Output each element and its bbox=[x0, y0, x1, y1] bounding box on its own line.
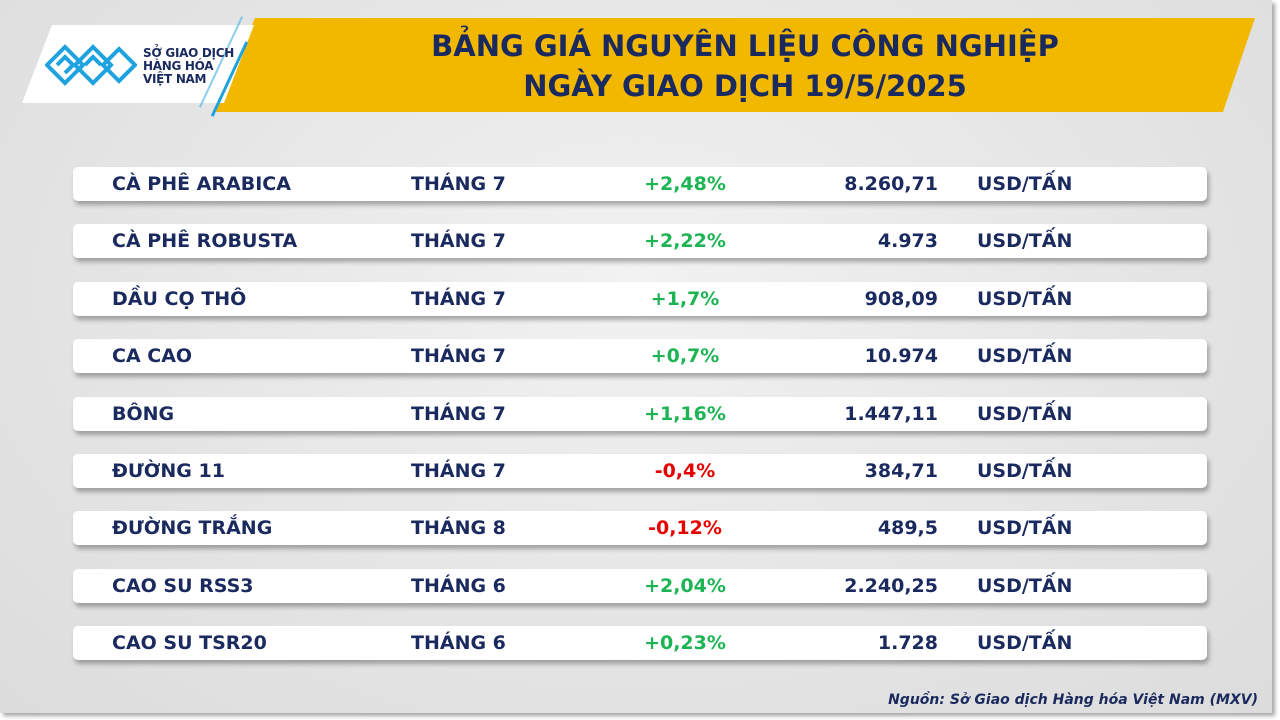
table-row: ĐƯỜNG TRẮNG THÁNG 8 -0,12% 489,5 USD/TẤN bbox=[73, 511, 1207, 546]
commodity-name: CÀ PHÊ ARABICA bbox=[112, 173, 291, 195]
source-note: Nguồn: Sở Giao dịch Hàng hóa Việt Nam (M… bbox=[888, 692, 1258, 708]
commodity-name: CÀ PHÊ ROBUSTA bbox=[112, 230, 298, 253]
table-row: DẦU CỌ THÔ THÁNG 7 +1,7% 908,09 USD/TẤN bbox=[73, 281, 1207, 316]
contract-month: THÁNG 6 bbox=[411, 632, 506, 655]
price-unit: USD/TẤN bbox=[977, 632, 1073, 655]
commodity-name: DẦU CỌ THÔ bbox=[112, 287, 247, 310]
table-row: CÀ PHÊ ROBUSTA THÁNG 7 +2,22% 4.973 USD/TẤN bbox=[73, 224, 1207, 259]
price-value: 2.240,25 bbox=[844, 574, 938, 597]
mxv-logo-icon bbox=[45, 44, 137, 86]
price-unit: USD/TẤN bbox=[977, 287, 1073, 310]
commodity-name: CA CAO bbox=[112, 345, 193, 368]
price-change: -0,12% bbox=[648, 517, 722, 540]
contract-month: THÁNG 7 bbox=[411, 345, 506, 368]
price-value: 489,5 bbox=[877, 517, 938, 540]
contract-month: THÁNG 7 bbox=[411, 460, 506, 482]
price-value: 8.260,71 bbox=[844, 173, 938, 195]
contract-month: THÁNG 7 bbox=[411, 173, 506, 195]
contract-month: THÁNG 7 bbox=[411, 287, 506, 310]
table-row: CAO SU RSS3 THÁNG 6 +2,04% 2.240,25 USD/TẤN bbox=[73, 568, 1207, 603]
title-line-2: NGÀY GIAO DỊCH 19/5/2025 bbox=[523, 69, 967, 103]
price-unit: USD/TẤN bbox=[977, 402, 1073, 425]
contract-month: THÁNG 6 bbox=[411, 574, 506, 597]
price-value: 1.728 bbox=[877, 632, 938, 655]
price-value: 384,71 bbox=[864, 460, 938, 482]
contract-month: THÁNG 7 bbox=[411, 230, 506, 253]
commodity-name: CAO SU RSS3 bbox=[112, 574, 254, 597]
table-row: CÀ PHÊ ARABICA THÁNG 7 +2,48% 8.260,71 USD/T… bbox=[73, 167, 1207, 201]
price-change: +2,22% bbox=[644, 230, 726, 253]
table-row: ĐƯỜNG 11 THÁNG 7 -0,4% 384,71 USD/TẤN bbox=[73, 454, 1207, 488]
price-change: +2,04% bbox=[644, 574, 726, 597]
title-line-1: BẢNG GIÁ NGUYÊN LIỆU CÔNG NGHIỆP bbox=[431, 29, 1059, 63]
table-row: CA CAO THÁNG 7 +0,7% 10.974 USD/TẤN bbox=[73, 339, 1207, 374]
price-value: 908,09 bbox=[864, 287, 938, 310]
logo-line: SỞ GIAO DỊCH bbox=[143, 46, 234, 60]
price-value: 10.974 bbox=[864, 345, 938, 368]
contract-month: THÁNG 7 bbox=[411, 402, 506, 425]
commodity-name: BÔNG bbox=[112, 402, 175, 425]
price-unit: USD/TẤN bbox=[977, 574, 1073, 597]
price-value: 4.973 bbox=[877, 230, 938, 253]
price-unit: USD/TẤN bbox=[977, 230, 1073, 253]
price-unit: USD/TẤN bbox=[977, 345, 1073, 368]
price-change: +0,23% bbox=[644, 632, 726, 655]
price-change: +0,7% bbox=[650, 345, 720, 368]
commodity-name: CAO SU TSR20 bbox=[112, 632, 267, 655]
logo-text: SỞ GIAO DỊCH HÀNG HÓA VIỆT NAM bbox=[143, 47, 234, 86]
price-change: -0,4% bbox=[654, 460, 716, 482]
page-title: BẢNG GIÁ NGUYÊN LIỆU CÔNG NGHIỆP NGÀY GI… bbox=[240, 26, 1250, 106]
commodity-name: ĐƯỜNG TRẮNG bbox=[112, 517, 273, 540]
logo-line: VIỆT NAM bbox=[143, 72, 207, 86]
contract-month: THÁNG 8 bbox=[411, 517, 506, 540]
header-banner bbox=[215, 18, 1255, 112]
price-unit: USD/TẤN bbox=[977, 460, 1073, 482]
logo-line: HÀNG HÓA bbox=[143, 59, 214, 73]
price-change: +1,16% bbox=[644, 402, 726, 425]
price-unit: USD/TẤN bbox=[977, 517, 1073, 540]
table-row: BÔNG THÁNG 7 +1,16% 1.447,11 USD/TẤN bbox=[73, 396, 1207, 431]
price-value: 1.447,11 bbox=[844, 402, 938, 425]
price-change: +1,7% bbox=[650, 287, 720, 310]
price-unit: USD/TẤN bbox=[977, 173, 1073, 195]
commodity-name: ĐƯỜNG 11 bbox=[112, 460, 225, 482]
table-row: CAO SU TSR20 THÁNG 6 +0,23% 1.728 USD/TẤN bbox=[73, 626, 1207, 661]
price-change: +2,48% bbox=[644, 173, 726, 195]
